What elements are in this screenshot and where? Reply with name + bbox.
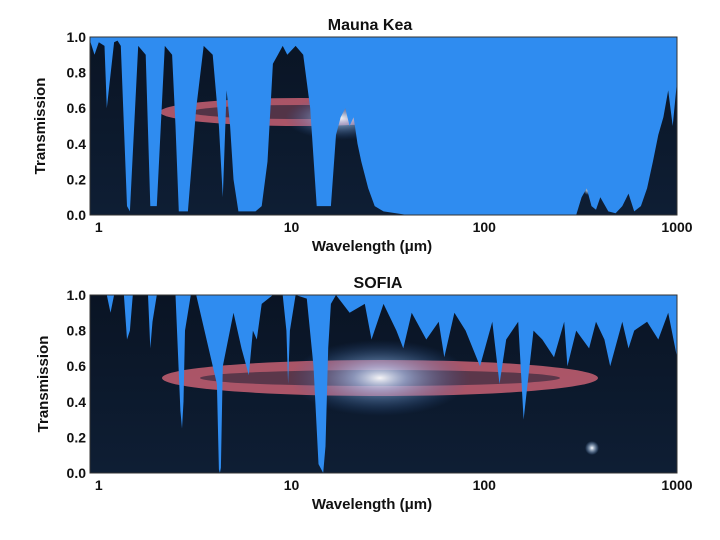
absorption-fill	[90, 295, 677, 473]
y-tick-label: 0.4	[67, 136, 87, 152]
x-tick-label: 1000	[661, 477, 692, 493]
chart-title: SOFIA	[354, 275, 403, 292]
y-axis-label: Transmission	[35, 336, 52, 433]
absorption-fill	[90, 37, 677, 215]
y-tick-label: 0.0	[67, 207, 87, 223]
x-tick-label: 1	[95, 477, 103, 493]
y-axis-label: Transmission	[32, 78, 49, 175]
y-tick-label: 1.0	[67, 287, 87, 303]
plot-background	[90, 37, 677, 215]
y-tick-label: 0.6	[67, 358, 87, 374]
y-tick-label: 0.2	[67, 171, 87, 187]
x-axis-label: Wavelength (μm)	[312, 238, 432, 255]
galaxy-core	[290, 340, 470, 416]
x-tick-label: 1	[95, 219, 103, 235]
x-tick-label: 1000	[661, 219, 692, 235]
y-tick-label: 0.8	[67, 323, 87, 339]
chart-title: Mauna Kea	[328, 17, 413, 34]
y-tick-label: 0.6	[67, 100, 87, 116]
plot-frame	[89, 294, 678, 474]
x-tick-label: 100	[473, 219, 497, 235]
x-tick-label: 10	[284, 219, 300, 235]
plot-frame	[89, 36, 678, 216]
y-tick-label: 0.8	[67, 65, 87, 81]
y-tick-label: 1.0	[67, 29, 87, 45]
y-tick-label: 0.0	[67, 465, 87, 481]
chart-mauna-kea: Mauna Kea 0.00.20.40.60.81.0 1 10 100 1000 …	[32, 17, 693, 255]
y-tick-label: 0.4	[67, 394, 87, 410]
y-tick-label: 0.2	[67, 429, 87, 445]
x-axis-label: Wavelength (μm)	[312, 496, 432, 513]
plot-background	[90, 295, 677, 473]
bright-star	[585, 441, 599, 455]
chart-sofia: SOFIA 0.0 0.2 0.4 0.6 0.8 1.0 1 10 100 1000 Wave…	[35, 275, 693, 513]
x-tick-label: 100	[473, 477, 497, 493]
x-tick-label: 10	[284, 477, 300, 493]
